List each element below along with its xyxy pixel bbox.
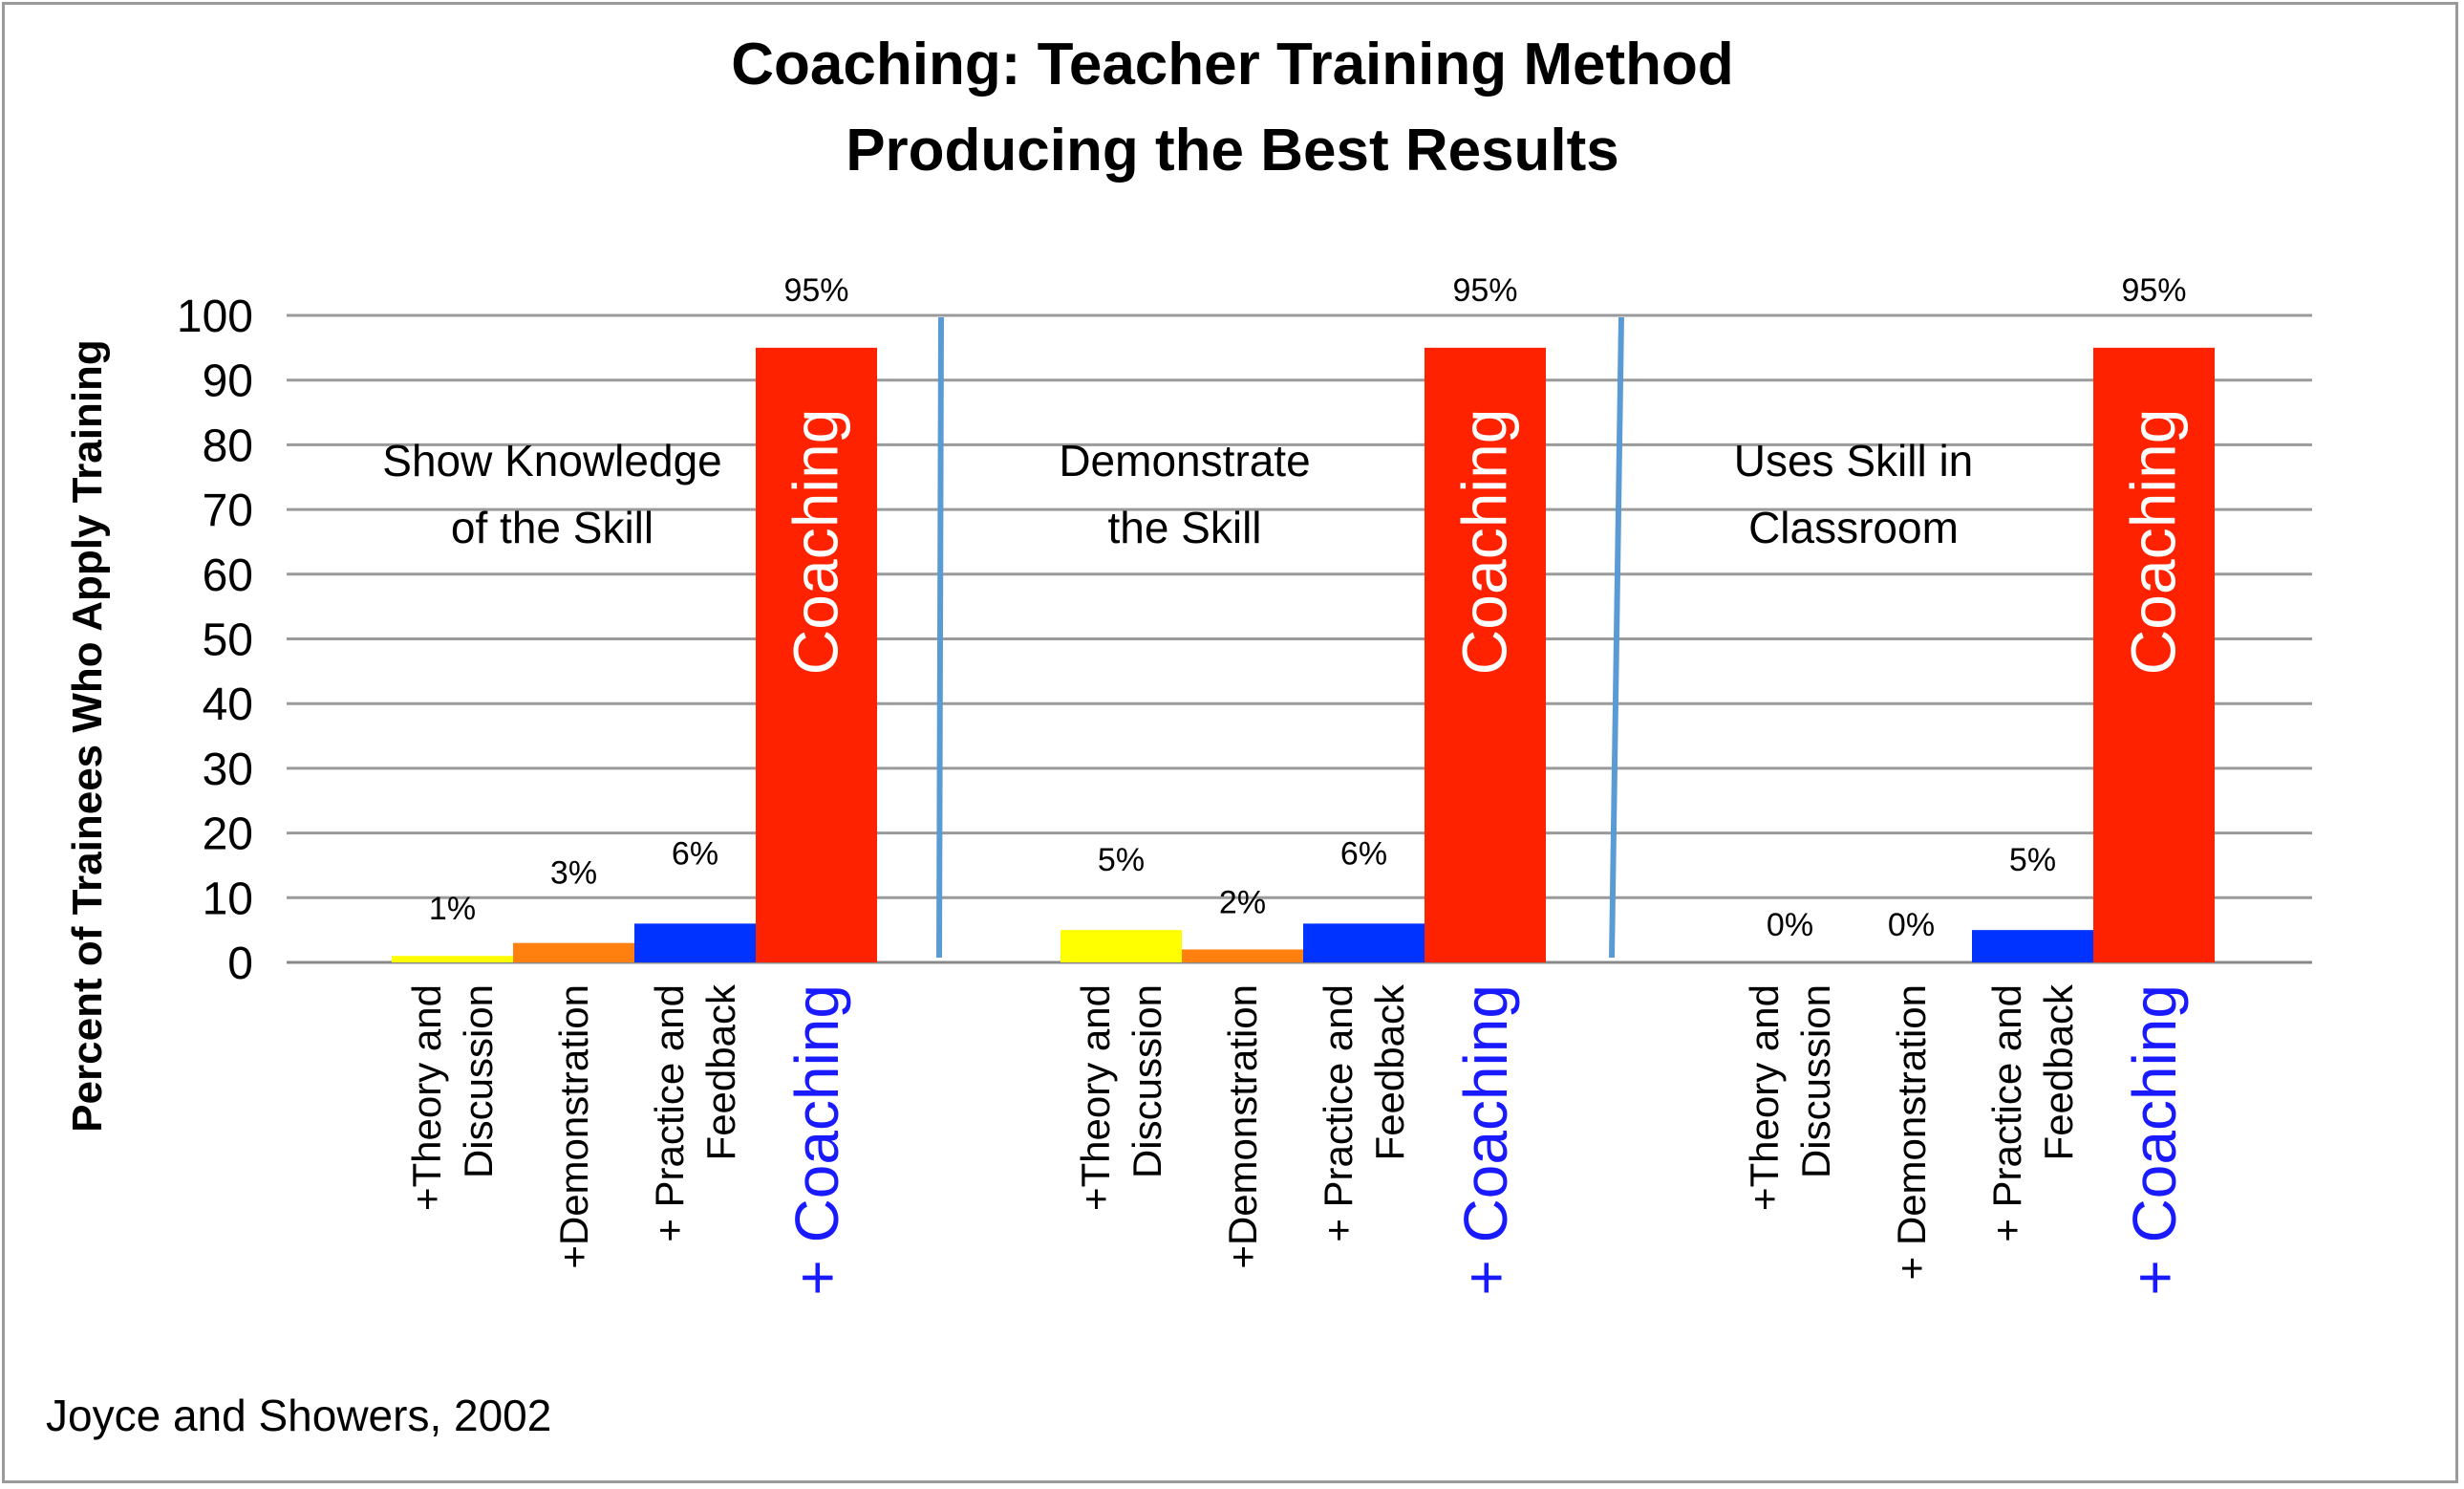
data-label: 5% — [1098, 842, 1145, 878]
data-label: 0% — [1888, 907, 1935, 943]
group-label: Show Knowledge — [382, 436, 721, 486]
data-label: 95% — [2121, 272, 2186, 309]
data-label: 6% — [1340, 835, 1387, 872]
group-label: Uses Skill in — [1734, 436, 1974, 486]
category-label: Feedback — [698, 983, 743, 1160]
category-label: Feedback — [1367, 983, 1412, 1160]
y-axis-title: Percent of Trainees Who Apply Training — [64, 339, 111, 1133]
data-labels: 1% 3% 6% 95% 5% 2% 6% 95% 0% 0% 5% 95% — [429, 272, 2187, 943]
y-tick-labels: 0 10 20 30 40 50 60 70 80 90 100 — [177, 291, 253, 989]
bar — [1972, 930, 2093, 962]
category-label: +Theory and — [1073, 984, 1118, 1211]
y-tick-label: 30 — [203, 744, 253, 795]
y-tick-label: 40 — [203, 680, 253, 730]
data-label: 1% — [429, 891, 476, 927]
bar — [756, 347, 877, 963]
bar-inner-label: Coaching — [1449, 409, 1520, 676]
bar-inner-label: Coaching — [2118, 409, 2189, 676]
y-tick-label: 10 — [203, 874, 253, 924]
bars — [392, 347, 2215, 963]
chart-title-line: Coaching: Teacher Training Method — [731, 32, 1734, 97]
bar-inner-labels: Coaching Coaching Coaching — [781, 409, 2189, 676]
category-label: Feedback — [2036, 983, 2081, 1160]
y-tick-label: 80 — [203, 421, 253, 471]
group-separators — [936, 316, 1624, 959]
y-tick-label: 100 — [177, 291, 253, 342]
category-label: + Demonstration — [1889, 984, 1934, 1280]
bar — [634, 923, 756, 962]
group-label: the Skill — [1107, 503, 1261, 552]
group-label: Classroom — [1748, 503, 1959, 552]
category-label: + Coaching — [2120, 984, 2189, 1296]
y-axis-label: Percent of Trainees Who Apply Training — [64, 339, 111, 1133]
group-label: of the Skill — [451, 503, 653, 552]
category-label: + Practice and — [647, 984, 692, 1242]
bar — [1425, 347, 1546, 963]
category-label: + Coaching — [782, 984, 851, 1296]
category-label: + Coaching — [1451, 984, 1520, 1296]
category-label: +Theory and — [404, 984, 449, 1211]
data-label: 2% — [1219, 884, 1266, 920]
category-label: + Practice and — [1316, 984, 1361, 1242]
source-note: Joyce and Showers, 2002 — [46, 1391, 551, 1440]
y-tick-label: 90 — [203, 356, 253, 407]
group-label: Demonstrate — [1059, 436, 1310, 486]
bar — [1182, 949, 1303, 962]
bar — [392, 956, 513, 962]
y-tick-label: 50 — [203, 615, 253, 666]
bar — [1303, 923, 1425, 962]
category-label: Discussion — [1125, 984, 1169, 1178]
category-label: + Practice and — [1984, 984, 2029, 1242]
y-tick-label: 70 — [203, 486, 253, 536]
y-tick-label: 20 — [203, 809, 253, 860]
bar — [1061, 930, 1182, 962]
category-label: Discussion — [1793, 984, 1838, 1178]
category-label: Discussion — [456, 984, 501, 1178]
y-tick-label: 0 — [227, 939, 253, 989]
chart-title-line: Producing the Best Results — [846, 118, 1619, 183]
data-label: 0% — [1767, 907, 1813, 943]
bar-inner-label: Coaching — [781, 409, 851, 676]
category-labels: +Theory and Discussion +Demonstration + Pra… — [404, 983, 2189, 1296]
bar — [513, 942, 634, 962]
chart-title: Coaching: Teacher Training Method Produci… — [731, 32, 1734, 183]
data-label: 5% — [2009, 842, 2056, 878]
y-tick-label: 60 — [203, 550, 253, 601]
group-separator — [1609, 316, 1624, 959]
category-label: +Theory and — [1742, 984, 1787, 1211]
data-label: 95% — [1452, 272, 1517, 309]
category-label: +Demonstration — [551, 984, 596, 1269]
bar — [2093, 347, 2215, 963]
data-label: 6% — [672, 835, 718, 872]
group-labels: Show Knowledge of the Skill Demonstrate the… — [382, 436, 1973, 552]
group-separator — [936, 316, 944, 959]
source-text: Joyce and Showers, 2002 — [46, 1391, 551, 1440]
data-label: 95% — [783, 272, 848, 309]
category-label: +Demonstration — [1220, 984, 1265, 1269]
data-label: 3% — [550, 855, 597, 892]
